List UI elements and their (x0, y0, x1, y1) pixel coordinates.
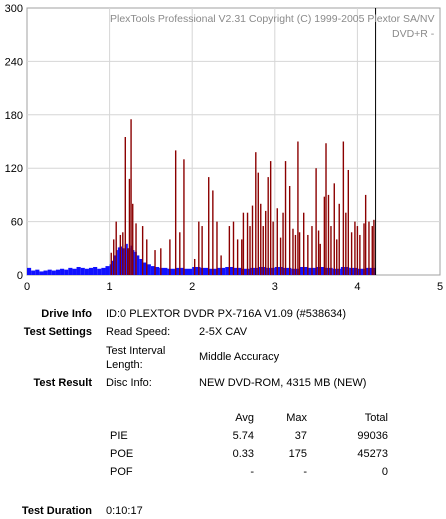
x-axis-ticks: 0 1 2 3 4 5 (24, 281, 443, 293)
poe-avg-value: 0.33 (232, 448, 254, 460)
pie-bar (80, 267, 85, 275)
disc-info-label: Disc Info: (106, 377, 152, 389)
pof-total-value: 0 (381, 466, 388, 478)
pie-bar (283, 267, 292, 275)
y-tick-label: 180 (5, 110, 23, 122)
drive-info-value: ID:0 PLEXTOR DVDR PX-716A V1.09 (#538634… (106, 308, 347, 320)
y-tick-label: 240 (5, 56, 23, 68)
pie-bar (64, 269, 69, 275)
test-interval-value: Middle Accuracy (199, 351, 280, 363)
pie-bar (105, 266, 110, 275)
pie-bar (43, 270, 48, 275)
test-duration-label: Test Duration (21, 505, 92, 517)
pof-max-value: - (303, 466, 307, 478)
pie-bar (113, 255, 117, 275)
read-speed-label: Read Speed: (106, 326, 171, 338)
pie-bar (72, 268, 77, 275)
disc-info-value: NEW DVD-ROM, 4315 MB (NEW) (199, 377, 367, 389)
pie-bar (200, 267, 209, 275)
x-tick-label: 5 (437, 281, 443, 293)
test-interval-label-line1: Test Interval (106, 345, 166, 357)
pie-bar (192, 266, 201, 275)
chart-title: PlexTools Professional V2.31 Copyright (… (110, 13, 435, 25)
pie-bar (51, 270, 56, 275)
pie-avg-value: 5.74 (232, 430, 254, 442)
drive-info-label: Drive Info (41, 308, 92, 320)
pie-bar (155, 266, 160, 275)
pie-bar (139, 258, 143, 275)
pie-bar (116, 250, 118, 275)
pie-max-value: 37 (294, 430, 307, 442)
pie-row-name: PIE (110, 430, 128, 442)
max-column-header: Max (286, 412, 307, 424)
pie-series (27, 243, 376, 275)
pie-bar (349, 267, 358, 275)
pie-bar (146, 264, 151, 275)
y-tick-label: 300 (5, 3, 23, 15)
pie-bar (47, 269, 52, 275)
pie-bar (84, 268, 89, 275)
poe-max-value: 175 (288, 448, 307, 460)
pie-bar (117, 247, 120, 275)
pie-bar (136, 255, 140, 275)
pie-bar (111, 260, 114, 275)
pie-bar (35, 269, 40, 275)
pie-bar (88, 267, 94, 275)
test-interval-label-line2: Length: (106, 359, 143, 371)
y-tick-label: 0 (17, 270, 23, 282)
x-tick-label: 4 (354, 281, 360, 293)
read-speed-value: 2-5X CAV (199, 326, 248, 338)
test-settings-label: Test Settings (23, 326, 92, 338)
pof-avg-value: - (250, 466, 254, 478)
y-axis-ticks: 0 60 120 180 240 300 (5, 3, 23, 282)
pie-bar (31, 270, 36, 275)
x-tick-label: 3 (272, 281, 278, 293)
y-tick-label: 120 (5, 163, 23, 175)
chart-grid (27, 8, 440, 275)
pie-bar (109, 264, 112, 275)
pie-bar (159, 267, 168, 275)
pie-bar (76, 266, 81, 275)
pie-bar (373, 267, 376, 275)
pie-bar (93, 266, 98, 275)
avg-column-header: Avg (235, 412, 254, 424)
total-column-header: Total (364, 412, 388, 424)
test-result-label: Test Result (33, 377, 92, 389)
poe-total-value: 45273 (357, 448, 388, 460)
poe-row-name: POE (110, 448, 134, 460)
pie-bar (357, 268, 366, 275)
pie-bar (274, 266, 284, 275)
pie-bar (55, 269, 61, 275)
pie-bar (258, 266, 267, 275)
error-rate-chart: PlexTools Professional V2.31 Copyright (… (5, 3, 443, 293)
pie-bar (101, 267, 106, 275)
pie-bar (150, 266, 156, 275)
pie-bar (68, 267, 73, 275)
pie-bar (142, 262, 147, 275)
pie-bar (39, 271, 44, 275)
x-tick-label: 2 (189, 281, 195, 293)
x-tick-label: 0 (24, 281, 30, 293)
pie-total-value: 99036 (357, 430, 388, 442)
pie-bar (183, 268, 193, 275)
pie-bar (167, 268, 176, 275)
pie-bar (250, 267, 259, 275)
y-tick-label: 60 (11, 217, 23, 229)
pof-row-name: POF (110, 466, 133, 478)
pie-bar (241, 268, 251, 275)
pie-bar (60, 268, 65, 275)
pie-bar (340, 266, 350, 275)
pie-bar (97, 268, 102, 275)
poe-series (110, 119, 375, 275)
chart-subtitle: DVD+R - (392, 28, 435, 40)
pie-bar (126, 243, 128, 275)
pie-bar (27, 267, 32, 275)
x-tick-label: 1 (107, 281, 113, 293)
test-duration-value: 0:10:17 (106, 505, 143, 517)
pie-bar (132, 250, 135, 275)
pie-bar (365, 267, 374, 275)
